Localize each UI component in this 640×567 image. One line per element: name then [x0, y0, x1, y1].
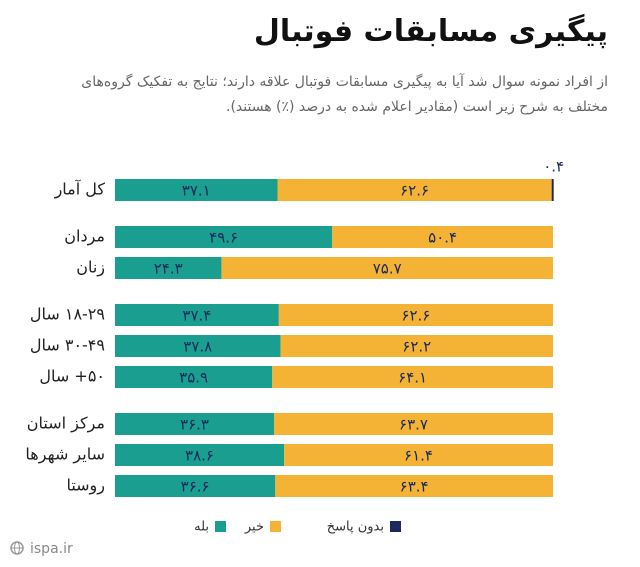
footer-logo	[10, 541, 24, 555]
category-label: روستا	[66, 476, 105, 496]
value-label: ۴۹.۶	[209, 229, 238, 247]
bar-segment	[284, 444, 553, 466]
bar-segment	[275, 475, 553, 497]
value-label: ۶۲.۶	[400, 182, 429, 200]
value-label: ۷۵.۷	[373, 260, 402, 278]
value-label: ۳۶.۳	[180, 416, 209, 434]
category-label: مرکز استان	[27, 414, 105, 434]
footer: ispa.ir	[30, 541, 73, 557]
chart-subtitle: از افراد نمونه سوال شد آیا به پیگیری مسا…	[81, 74, 608, 115]
category-label: کل آمار	[54, 180, 106, 200]
bar-segment	[115, 475, 276, 497]
bar-segment	[280, 335, 553, 357]
legend-swatch	[215, 521, 226, 532]
legend-swatch	[390, 521, 401, 532]
bar-segment	[272, 366, 553, 388]
value-label: ۳۶.۶	[181, 478, 210, 496]
bar-segment	[221, 257, 553, 279]
bar-segment	[551, 179, 554, 201]
value-label: ۳۷.۱	[182, 182, 211, 200]
bar-segment	[115, 179, 278, 201]
category-label: زنان	[76, 258, 105, 278]
value-label: ۳۷.۴	[182, 307, 211, 325]
value-label: ۵۰.۴	[428, 229, 457, 247]
legend-label: خیر	[244, 520, 264, 535]
bar-segment	[273, 413, 553, 435]
bar-segment	[115, 226, 333, 248]
value-label: ۳۸.۶	[185, 447, 214, 465]
value-label: ۲۴.۳	[154, 260, 183, 278]
value-label: ۳۷.۸	[183, 338, 212, 356]
bar-segment	[115, 257, 222, 279]
bar-segment	[277, 179, 552, 201]
legend-label: بله	[194, 520, 209, 535]
category-label: مردان	[64, 227, 105, 247]
category-label: ۱۸-۲۹ سال	[30, 305, 105, 324]
chart-title: پیگیری مسابقات فوتبال	[253, 14, 608, 49]
legend-label: بدون پاسخ	[327, 520, 384, 535]
value-label: ۶۲.۶	[401, 307, 430, 325]
category-label: سایر شهرها	[25, 445, 105, 465]
value-label: ۶۴.۱	[398, 369, 427, 387]
value-label: ۶۳.۴	[400, 478, 429, 496]
bar-segment	[115, 413, 274, 435]
bar-segment	[332, 226, 553, 248]
value-label: ۶۳.۷	[399, 416, 428, 434]
value-label: ۳۵.۹	[179, 369, 208, 387]
value-label: ۶۲.۲	[402, 338, 431, 356]
category-label: ۵۰+ سال	[39, 367, 105, 386]
bar-segment	[278, 304, 553, 326]
bar-segment	[115, 444, 285, 466]
bar-segment	[115, 335, 281, 357]
bar-segment	[115, 366, 273, 388]
category-label: ۳۰-۴۹ سال	[30, 336, 105, 355]
value-label: ۶۱.۴	[404, 447, 433, 465]
legend-swatch	[270, 521, 281, 532]
value-label: ۰.۴	[543, 158, 564, 176]
bar-segment	[115, 304, 279, 326]
